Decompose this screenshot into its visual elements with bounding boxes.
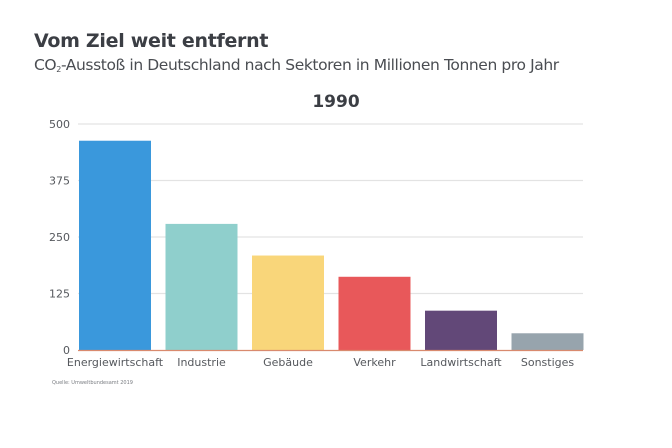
chart-subtitle: CO2-Ausstoß in Deutschland nach Sektoren… [34,56,559,74]
y-tick-label: 500 [49,118,70,131]
x-axis: Energiewirtschaft Industrie Gebäude Verkehr… [67,356,575,369]
x-category-label: Gebäude [263,356,313,369]
source-note: Quelle: Umweltbundesamt 2019 [52,380,133,386]
chart-title: Vom Ziel weit entfernt [34,30,269,52]
subtitle-subscript: 2 [56,65,61,74]
subtitle-text: -Ausstoß in Deutschland nach Sektoren in… [60,56,559,74]
bar-sonstiges [511,333,584,350]
bar-energiewirtschaft [79,140,151,350]
subtitle-co: CO [34,56,57,74]
x-category-label: Verkehr [353,356,396,369]
y-tick-label: 125 [49,288,70,301]
bars [79,140,584,350]
chart-year-title: 1990 [312,92,360,112]
bar-industrie [165,223,238,350]
gridlines [78,123,583,295]
y-tick-label: 375 [49,175,70,188]
bar-gebude [252,255,324,350]
x-category-label: Sonstiges [521,356,575,369]
y-tick-label: 250 [49,231,70,244]
bar-landwirtschaft [425,310,497,350]
x-category-label: Landwirtschaft [420,356,502,369]
x-category-label: Industrie [177,356,226,369]
y-tick-label: 0 [63,344,70,357]
x-category-label: Energiewirtschaft [67,356,164,369]
bar-verkehr [338,276,411,350]
y-axis: 0 125 250 375 500 [49,118,70,357]
